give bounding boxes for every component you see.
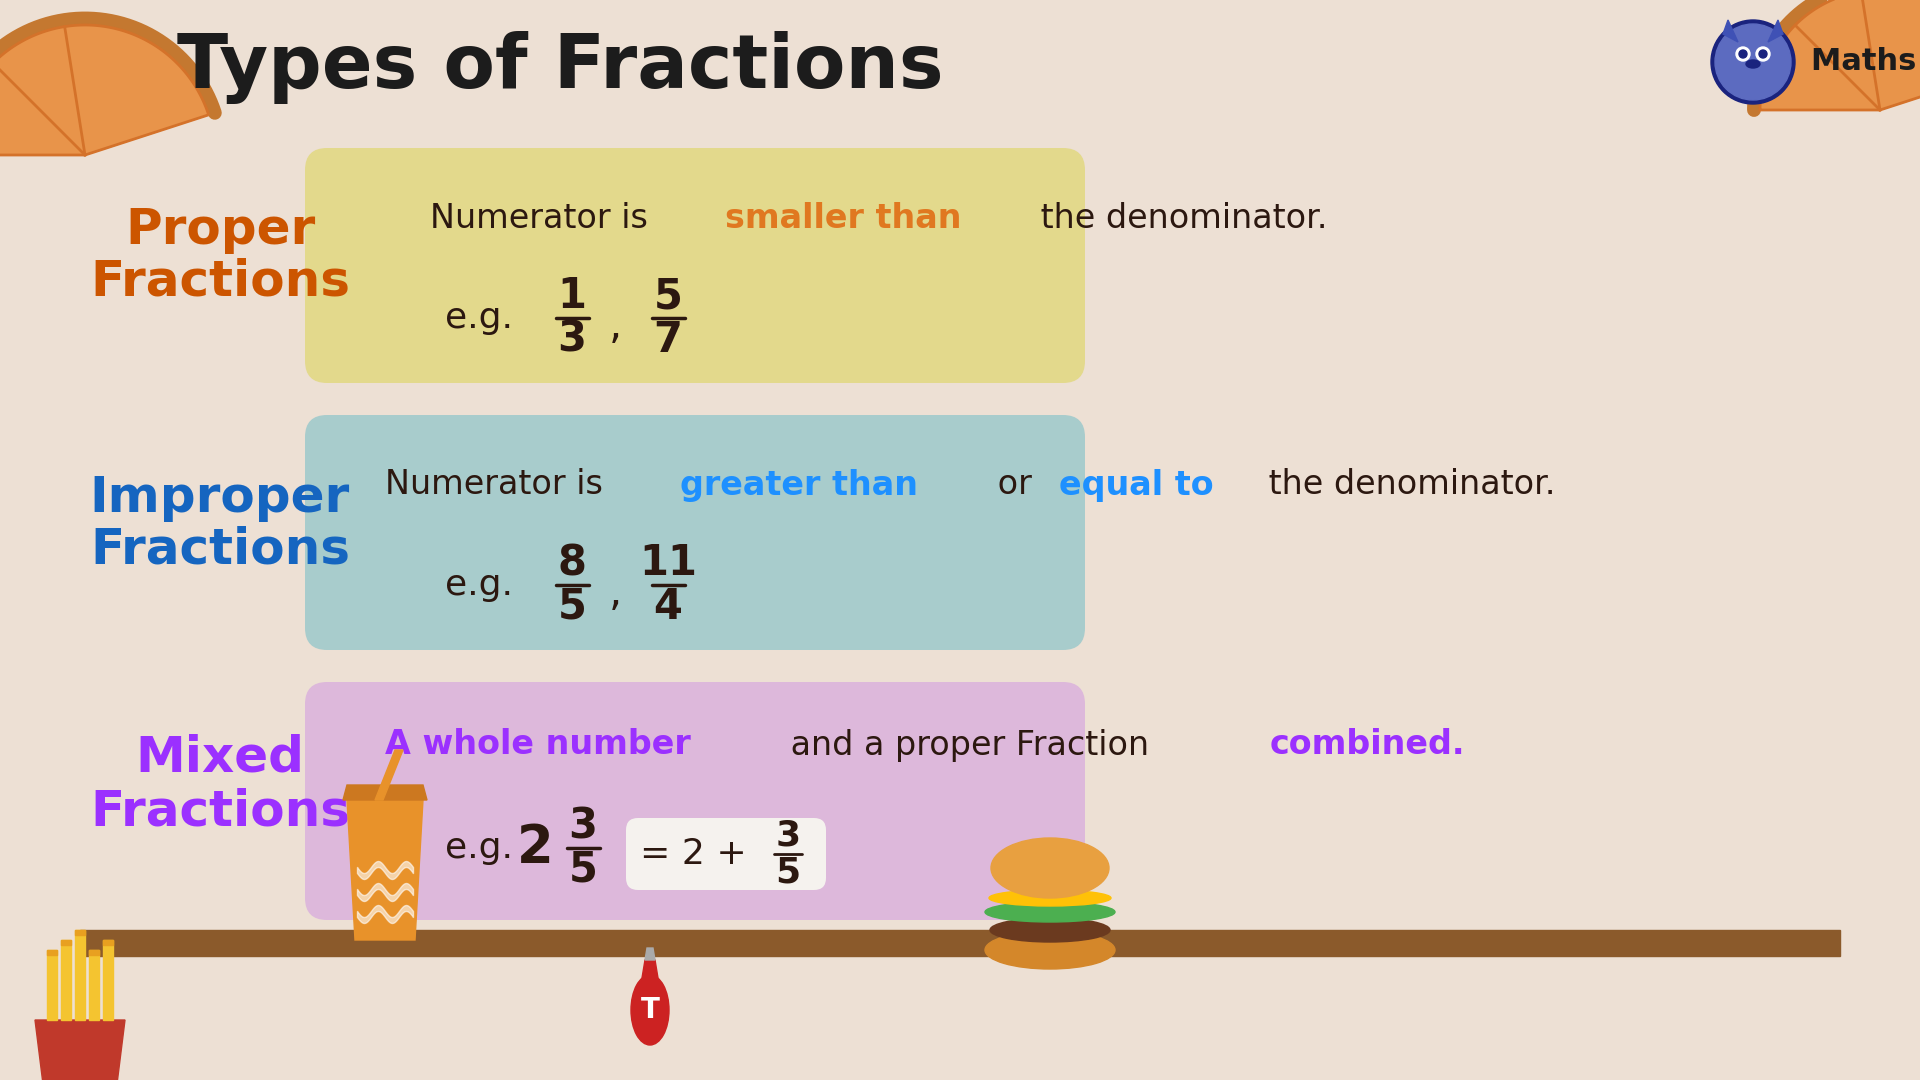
Text: e.g.: e.g. [445,831,513,865]
Ellipse shape [1745,60,1761,68]
Polygon shape [374,750,403,800]
Ellipse shape [991,918,1110,942]
Text: Fractions: Fractions [90,788,349,836]
Text: Numerator is: Numerator is [430,202,659,234]
FancyBboxPatch shape [626,818,826,890]
Text: combined.: combined. [1269,729,1465,761]
Text: 3: 3 [776,819,801,852]
Circle shape [1757,48,1770,60]
Bar [81,930,1839,956]
Text: the denominator.: the denominator. [1029,202,1327,234]
Polygon shape [88,950,100,1020]
Polygon shape [348,800,422,940]
Text: ,: , [609,572,622,615]
Text: Mixed: Mixed [136,734,305,782]
Text: Proper: Proper [125,206,315,254]
Text: e.g.: e.g. [445,568,513,602]
Text: 5: 5 [568,849,597,891]
Ellipse shape [985,931,1116,969]
Text: equal to: equal to [1058,469,1213,501]
Text: greater than: greater than [680,469,918,501]
Ellipse shape [991,838,1110,897]
Circle shape [1736,48,1749,60]
Text: 2: 2 [516,822,553,874]
Polygon shape [61,940,71,1020]
Polygon shape [46,950,58,1020]
Polygon shape [88,950,100,955]
Text: 3: 3 [568,806,597,848]
Text: 8: 8 [557,542,586,584]
Circle shape [1759,50,1766,58]
Text: Types of Fractions: Types of Fractions [177,31,943,105]
Polygon shape [344,785,426,800]
Text: smaller than: smaller than [726,202,962,234]
Text: or: or [987,469,1043,501]
Polygon shape [75,930,84,1020]
Polygon shape [0,25,209,156]
Text: e.g.: e.g. [445,301,513,335]
Polygon shape [1768,21,1784,42]
Text: 4: 4 [653,585,682,627]
Ellipse shape [632,975,668,1045]
Text: Numerator is: Numerator is [386,469,614,501]
Circle shape [1711,21,1795,104]
FancyBboxPatch shape [305,148,1085,383]
Text: 11: 11 [639,542,697,584]
Text: 1: 1 [557,275,586,318]
Polygon shape [35,1020,125,1080]
Text: 3: 3 [557,319,586,361]
Text: Maths Angel: Maths Angel [1811,48,1920,77]
Polygon shape [645,948,655,960]
Polygon shape [104,940,113,945]
Polygon shape [1722,21,1738,42]
Text: T: T [641,996,659,1024]
Polygon shape [75,930,84,935]
Text: A whole number: A whole number [386,729,691,761]
Text: and a proper Fraction: and a proper Fraction [780,729,1160,761]
Polygon shape [1761,0,1920,110]
Text: 5: 5 [557,585,586,627]
Ellipse shape [989,890,1112,906]
Text: 5: 5 [653,275,682,318]
Circle shape [1715,24,1791,100]
Polygon shape [104,940,113,1020]
Text: the denominator.: the denominator. [1258,469,1555,501]
Polygon shape [46,950,58,955]
Text: 5: 5 [776,855,801,890]
FancyBboxPatch shape [305,681,1085,920]
Text: Fractions: Fractions [90,526,349,573]
Text: 7: 7 [653,319,682,361]
Circle shape [1740,50,1747,58]
FancyBboxPatch shape [305,415,1085,650]
Text: Fractions: Fractions [90,258,349,306]
Ellipse shape [985,902,1116,922]
Text: ,: , [609,305,622,347]
Polygon shape [61,940,71,945]
Text: = 2 +: = 2 + [639,837,758,870]
Polygon shape [641,960,659,978]
Text: Improper: Improper [90,474,349,522]
